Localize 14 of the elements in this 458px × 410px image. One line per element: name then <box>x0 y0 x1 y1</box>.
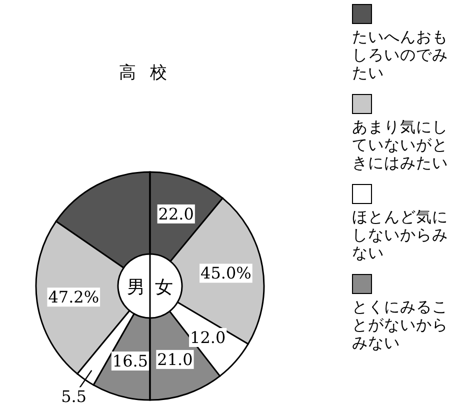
data-label: 12.0 <box>190 328 226 347</box>
legend-label: ほとんど気にしないからみない <box>352 208 449 262</box>
legend-label: あまり気にしていないがときにはみたい <box>352 118 449 172</box>
data-label: 21.0 <box>157 350 193 369</box>
legend-label: たいへんおもしろいのでみたい <box>352 28 449 82</box>
chart-title: 高校 <box>119 63 181 83</box>
text: 女 <box>155 277 173 298</box>
data-label: 5.5 <box>61 387 87 406</box>
data-label: 45.0% <box>200 264 252 283</box>
text: 男 <box>127 277 145 298</box>
data-label: 16.5 <box>112 352 148 371</box>
data-label: 22.0 <box>158 204 194 224</box>
data-label: 47.2% <box>48 288 100 307</box>
legend-label: とくにみることがないからみない <box>352 298 449 352</box>
